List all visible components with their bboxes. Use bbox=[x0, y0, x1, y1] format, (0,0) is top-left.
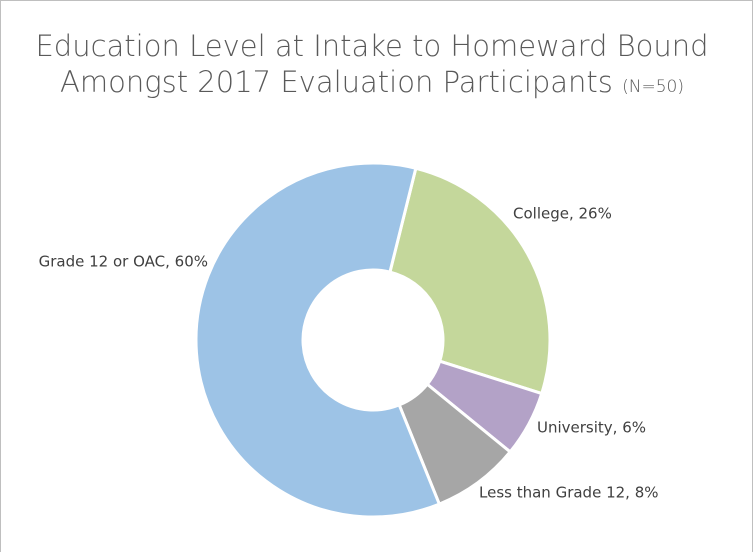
donut-slice bbox=[194, 161, 442, 519]
chart-subtitle: (N=50) bbox=[622, 77, 684, 97]
data-label: University, 6% bbox=[537, 419, 646, 437]
chart-title-line: Amongst 2017 Evaluation Participants (N=… bbox=[60, 65, 684, 99]
data-label: Less than Grade 12, 8% bbox=[479, 484, 659, 502]
chart-title: Education Level at Intake to Homeward Bo… bbox=[35, 29, 708, 63]
data-label: College, 26% bbox=[513, 205, 612, 223]
chart-title-line2: Amongst 2017 Evaluation Participants bbox=[60, 65, 613, 99]
donut-slice bbox=[388, 166, 552, 396]
data-label: Grade 12 or OAC, 60% bbox=[39, 253, 208, 271]
